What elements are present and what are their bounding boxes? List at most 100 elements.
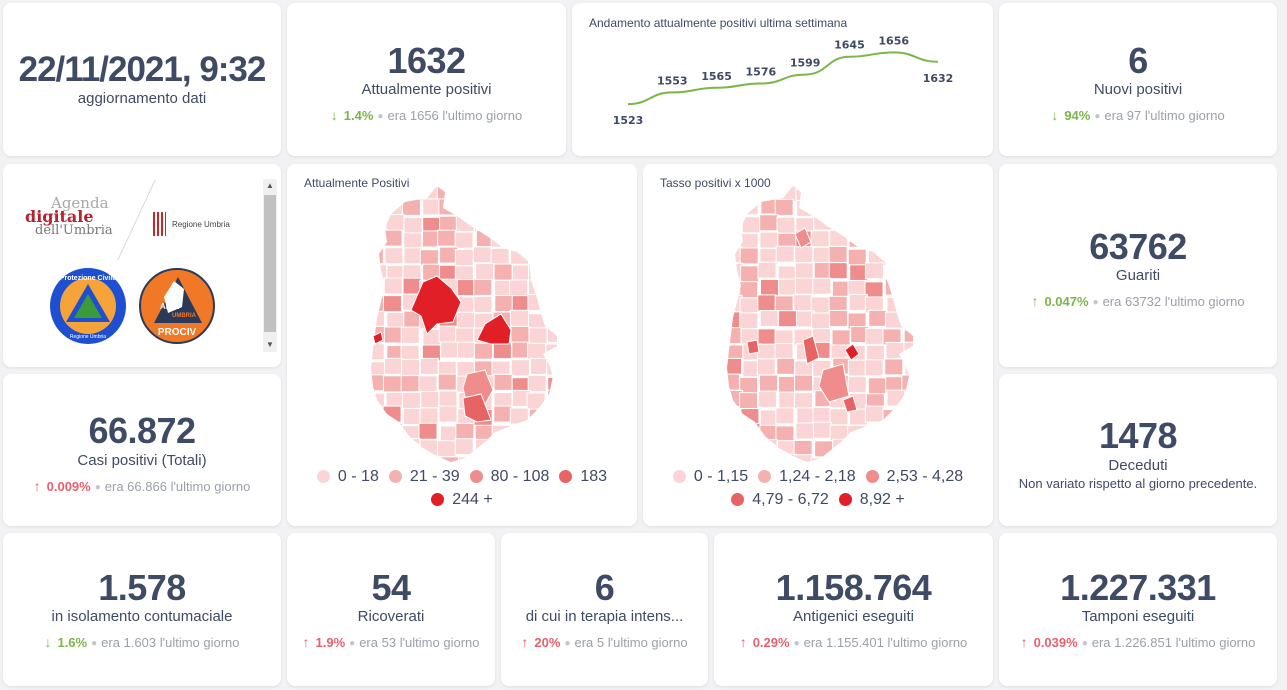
municipality-area[interactable]: [546, 438, 565, 456]
municipality-area[interactable]: [367, 439, 386, 457]
municipality-area[interactable]: [422, 198, 442, 216]
municipality-area[interactable]: [401, 198, 421, 216]
municipality-area[interactable]: [367, 182, 386, 199]
municipality-area[interactable]: [757, 261, 777, 279]
municipality-area[interactable]: [492, 342, 512, 360]
municipality-area[interactable]: [812, 246, 832, 264]
municipality-area[interactable]: [723, 246, 742, 264]
municipality-area[interactable]: [724, 294, 743, 312]
municipality-area[interactable]: [846, 184, 866, 201]
municipality-area[interactable]: [740, 438, 760, 456]
municipality-area[interactable]: [508, 230, 528, 248]
scroll-down-arrow-icon[interactable]: ▼: [266, 340, 274, 349]
municipality-area[interactable]: [454, 231, 474, 249]
municipality-area[interactable]: [723, 199, 742, 217]
municipality-area[interactable]: [759, 374, 779, 392]
municipality-area[interactable]: [366, 232, 385, 250]
municipality-area[interactable]: [864, 405, 884, 423]
municipality-area[interactable]: [382, 295, 402, 313]
scroll-thumb[interactable]: [264, 195, 276, 332]
municipality-area[interactable]: [545, 343, 564, 361]
municipality-area[interactable]: [900, 264, 919, 282]
municipality-area[interactable]: [829, 229, 849, 247]
municipality-area[interactable]: [796, 199, 816, 217]
municipality-area[interactable]: [546, 200, 565, 218]
municipality-area[interactable]: [759, 231, 779, 249]
municipality-area[interactable]: [438, 198, 458, 216]
municipality-area[interactable]: [866, 230, 886, 248]
municipality-area[interactable]: [438, 390, 458, 408]
municipality-area[interactable]: [759, 310, 779, 328]
municipality-area[interactable]: [420, 391, 440, 409]
municipality-area[interactable]: [386, 311, 406, 329]
municipality-area[interactable]: [510, 309, 530, 327]
municipality-area[interactable]: [723, 279, 742, 297]
municipality-area[interactable]: [814, 440, 834, 458]
municipality-area[interactable]: [832, 215, 852, 233]
municipality-area[interactable]: [725, 231, 744, 249]
municipality-area[interactable]: [493, 263, 513, 281]
municipality-area[interactable]: [383, 423, 403, 441]
municipality-area[interactable]: [886, 200, 906, 218]
municipality-area[interactable]: [812, 421, 832, 439]
municipality-area[interactable]: [884, 439, 904, 457]
legend-item[interactable]: 8,92 +: [838, 489, 905, 510]
municipality-area[interactable]: [829, 408, 849, 426]
municipality-area[interactable]: [867, 440, 887, 458]
municipality-area[interactable]: [849, 440, 869, 458]
municipality-area[interactable]: [776, 357, 796, 375]
municipality-area[interactable]: [725, 422, 744, 440]
municipality-area[interactable]: [793, 294, 813, 312]
municipality-area[interactable]: [903, 311, 922, 329]
municipality-area[interactable]: [510, 247, 530, 265]
municipality-area[interactable]: [774, 295, 794, 313]
municipality-area[interactable]: [526, 217, 546, 235]
municipality-area[interactable]: [794, 360, 814, 378]
municipality-area[interactable]: [903, 341, 922, 359]
municipality-area[interactable]: [528, 184, 548, 201]
legend-item[interactable]: 0 - 1,15: [672, 466, 748, 487]
municipality-area[interactable]: [528, 313, 548, 331]
municipality-area[interactable]: [511, 424, 531, 442]
municipality-area[interactable]: [527, 294, 547, 312]
municipality-area[interactable]: [842, 395, 858, 413]
municipality-area[interactable]: [548, 311, 567, 329]
municipality-area[interactable]: [884, 358, 904, 376]
municipality-area[interactable]: [384, 184, 404, 201]
municipality-area[interactable]: [724, 311, 743, 329]
municipality-area[interactable]: [403, 216, 423, 234]
municipality-area[interactable]: [544, 277, 563, 295]
municipality-area[interactable]: [812, 407, 832, 425]
municipality-area[interactable]: [440, 341, 460, 359]
municipality-area[interactable]: [847, 359, 867, 377]
municipality-area[interactable]: [383, 438, 403, 456]
municipality-area[interactable]: [472, 246, 492, 264]
municipality-area[interactable]: [462, 393, 492, 423]
municipality-area[interactable]: [512, 264, 532, 282]
municipality-area[interactable]: [510, 325, 530, 343]
municipality-area[interactable]: [810, 230, 830, 248]
municipality-area[interactable]: [526, 342, 546, 360]
municipality-area[interactable]: [419, 407, 439, 425]
municipality-area[interactable]: [547, 262, 566, 280]
municipality-area[interactable]: [832, 438, 852, 456]
municipality-area[interactable]: [529, 438, 549, 456]
municipality-area[interactable]: [901, 198, 920, 216]
municipality-area[interactable]: [886, 248, 906, 266]
municipality-area[interactable]: [366, 406, 385, 424]
municipality-area[interactable]: [456, 341, 476, 359]
municipality-area[interactable]: [813, 213, 833, 231]
municipality-area[interactable]: [844, 343, 860, 361]
municipality-area[interactable]: [438, 325, 458, 343]
municipality-area[interactable]: [829, 309, 849, 327]
municipality-area[interactable]: [509, 279, 529, 297]
municipality-area[interactable]: [849, 216, 869, 234]
municipality-area[interactable]: [491, 217, 511, 235]
municipality-area[interactable]: [778, 278, 798, 296]
municipality-area[interactable]: [903, 329, 922, 347]
municipality-area[interactable]: [760, 279, 780, 297]
municipality-area[interactable]: [739, 297, 759, 315]
municipality-area[interactable]: [864, 262, 884, 280]
municipality-area[interactable]: [526, 392, 546, 410]
municipality-area[interactable]: [366, 310, 385, 328]
